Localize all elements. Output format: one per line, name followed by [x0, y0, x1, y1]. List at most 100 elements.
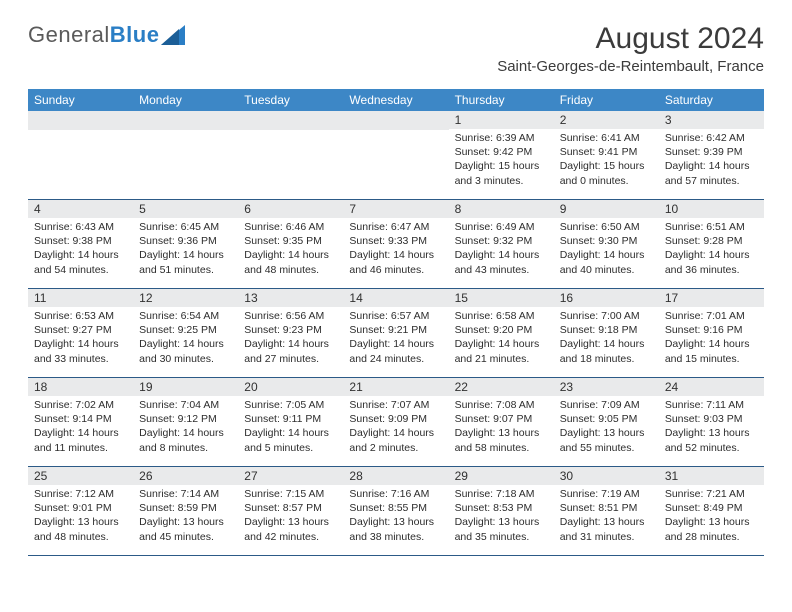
daylight-line: Daylight: 13 hours and 45 minutes. [139, 515, 232, 543]
sunrise-line: Sunrise: 7:12 AM [34, 487, 127, 501]
daylight-line: Daylight: 14 hours and 18 minutes. [560, 337, 653, 365]
sunset-line: Sunset: 9:18 PM [560, 323, 653, 337]
day-cell: 19Sunrise: 7:04 AMSunset: 9:12 PMDayligh… [133, 378, 238, 466]
day-number: 17 [659, 289, 764, 307]
day-details: Sunrise: 6:58 AMSunset: 9:20 PMDaylight:… [449, 307, 554, 370]
day-number: 1 [449, 111, 554, 129]
daylight-line: Daylight: 14 hours and 43 minutes. [455, 248, 548, 276]
week-row: 4Sunrise: 6:43 AMSunset: 9:38 PMDaylight… [28, 200, 764, 289]
day-number [238, 111, 343, 130]
day-number: 6 [238, 200, 343, 218]
calendar-grid: SundayMondayTuesdayWednesdayThursdayFrid… [28, 89, 764, 556]
day-cell: 1Sunrise: 6:39 AMSunset: 9:42 PMDaylight… [449, 111, 554, 199]
day-number: 11 [28, 289, 133, 307]
sunset-line: Sunset: 9:30 PM [560, 234, 653, 248]
weekday-header-cell: Thursday [449, 89, 554, 111]
day-cell: 15Sunrise: 6:58 AMSunset: 9:20 PMDayligh… [449, 289, 554, 377]
day-number: 25 [28, 467, 133, 485]
day-cell: 26Sunrise: 7:14 AMSunset: 8:59 PMDayligh… [133, 467, 238, 555]
sunset-line: Sunset: 9:09 PM [349, 412, 442, 426]
sunset-line: Sunset: 9:41 PM [560, 145, 653, 159]
daylight-line: Daylight: 14 hours and 11 minutes. [34, 426, 127, 454]
day-details: Sunrise: 6:42 AMSunset: 9:39 PMDaylight:… [659, 129, 764, 192]
sunrise-line: Sunrise: 6:54 AM [139, 309, 232, 323]
logo-triangle-icon [161, 25, 185, 45]
day-number: 15 [449, 289, 554, 307]
sunset-line: Sunset: 9:39 PM [665, 145, 758, 159]
day-details: Sunrise: 7:19 AMSunset: 8:51 PMDaylight:… [554, 485, 659, 548]
daylight-line: Daylight: 14 hours and 8 minutes. [139, 426, 232, 454]
week-row: 11Sunrise: 6:53 AMSunset: 9:27 PMDayligh… [28, 289, 764, 378]
sunrise-line: Sunrise: 7:09 AM [560, 398, 653, 412]
day-cell [133, 111, 238, 199]
sunrise-line: Sunrise: 7:16 AM [349, 487, 442, 501]
day-number: 18 [28, 378, 133, 396]
sunrise-line: Sunrise: 7:01 AM [665, 309, 758, 323]
day-cell: 30Sunrise: 7:19 AMSunset: 8:51 PMDayligh… [554, 467, 659, 555]
day-number: 21 [343, 378, 448, 396]
day-cell [28, 111, 133, 199]
day-details: Sunrise: 7:18 AMSunset: 8:53 PMDaylight:… [449, 485, 554, 548]
daylight-line: Daylight: 15 hours and 0 minutes. [560, 159, 653, 187]
day-cell: 25Sunrise: 7:12 AMSunset: 9:01 PMDayligh… [28, 467, 133, 555]
day-number: 28 [343, 467, 448, 485]
daylight-line: Daylight: 15 hours and 3 minutes. [455, 159, 548, 187]
daylight-line: Daylight: 14 hours and 36 minutes. [665, 248, 758, 276]
sunset-line: Sunset: 9:25 PM [139, 323, 232, 337]
day-cell: 29Sunrise: 7:18 AMSunset: 8:53 PMDayligh… [449, 467, 554, 555]
weekday-header-cell: Friday [554, 89, 659, 111]
daylight-line: Daylight: 13 hours and 58 minutes. [455, 426, 548, 454]
day-number: 27 [238, 467, 343, 485]
day-number: 12 [133, 289, 238, 307]
sunset-line: Sunset: 8:53 PM [455, 501, 548, 515]
day-details: Sunrise: 7:11 AMSunset: 9:03 PMDaylight:… [659, 396, 764, 459]
sunrise-line: Sunrise: 6:51 AM [665, 220, 758, 234]
day-details: Sunrise: 6:49 AMSunset: 9:32 PMDaylight:… [449, 218, 554, 281]
logo-text-blue: Blue [110, 22, 160, 47]
week-row: 18Sunrise: 7:02 AMSunset: 9:14 PMDayligh… [28, 378, 764, 467]
sunset-line: Sunset: 9:21 PM [349, 323, 442, 337]
daylight-line: Daylight: 13 hours and 55 minutes. [560, 426, 653, 454]
day-number: 22 [449, 378, 554, 396]
daylight-line: Daylight: 14 hours and 40 minutes. [560, 248, 653, 276]
daylight-line: Daylight: 14 hours and 51 minutes. [139, 248, 232, 276]
daylight-line: Daylight: 13 hours and 31 minutes. [560, 515, 653, 543]
day-cell: 11Sunrise: 6:53 AMSunset: 9:27 PMDayligh… [28, 289, 133, 377]
daylight-line: Daylight: 14 hours and 24 minutes. [349, 337, 442, 365]
day-number: 24 [659, 378, 764, 396]
day-details: Sunrise: 7:00 AMSunset: 9:18 PMDaylight:… [554, 307, 659, 370]
sunrise-line: Sunrise: 6:42 AM [665, 131, 758, 145]
day-details: Sunrise: 6:41 AMSunset: 9:41 PMDaylight:… [554, 129, 659, 192]
day-details: Sunrise: 7:14 AMSunset: 8:59 PMDaylight:… [133, 485, 238, 548]
day-number: 3 [659, 111, 764, 129]
daylight-line: Daylight: 14 hours and 27 minutes. [244, 337, 337, 365]
day-number: 5 [133, 200, 238, 218]
daylight-line: Daylight: 13 hours and 28 minutes. [665, 515, 758, 543]
daylight-line: Daylight: 14 hours and 21 minutes. [455, 337, 548, 365]
day-cell: 23Sunrise: 7:09 AMSunset: 9:05 PMDayligh… [554, 378, 659, 466]
day-cell: 31Sunrise: 7:21 AMSunset: 8:49 PMDayligh… [659, 467, 764, 555]
sunset-line: Sunset: 9:36 PM [139, 234, 232, 248]
day-cell: 28Sunrise: 7:16 AMSunset: 8:55 PMDayligh… [343, 467, 448, 555]
day-cell: 14Sunrise: 6:57 AMSunset: 9:21 PMDayligh… [343, 289, 448, 377]
day-details: Sunrise: 7:09 AMSunset: 9:05 PMDaylight:… [554, 396, 659, 459]
day-details: Sunrise: 7:16 AMSunset: 8:55 PMDaylight:… [343, 485, 448, 548]
logo: GeneralBlue [28, 22, 185, 48]
day-details: Sunrise: 6:57 AMSunset: 9:21 PMDaylight:… [343, 307, 448, 370]
sunset-line: Sunset: 9:14 PM [34, 412, 127, 426]
daylight-line: Daylight: 14 hours and 15 minutes. [665, 337, 758, 365]
daylight-line: Daylight: 14 hours and 48 minutes. [244, 248, 337, 276]
sunrise-line: Sunrise: 7:07 AM [349, 398, 442, 412]
sunset-line: Sunset: 9:27 PM [34, 323, 127, 337]
day-details: Sunrise: 7:08 AMSunset: 9:07 PMDaylight:… [449, 396, 554, 459]
sunrise-line: Sunrise: 7:04 AM [139, 398, 232, 412]
week-row: 1Sunrise: 6:39 AMSunset: 9:42 PMDaylight… [28, 111, 764, 200]
day-details: Sunrise: 7:21 AMSunset: 8:49 PMDaylight:… [659, 485, 764, 548]
day-details: Sunrise: 6:53 AMSunset: 9:27 PMDaylight:… [28, 307, 133, 370]
daylight-line: Daylight: 13 hours and 38 minutes. [349, 515, 442, 543]
sunset-line: Sunset: 9:20 PM [455, 323, 548, 337]
day-number: 26 [133, 467, 238, 485]
day-cell: 4Sunrise: 6:43 AMSunset: 9:38 PMDaylight… [28, 200, 133, 288]
daylight-line: Daylight: 14 hours and 46 minutes. [349, 248, 442, 276]
day-cell: 17Sunrise: 7:01 AMSunset: 9:16 PMDayligh… [659, 289, 764, 377]
